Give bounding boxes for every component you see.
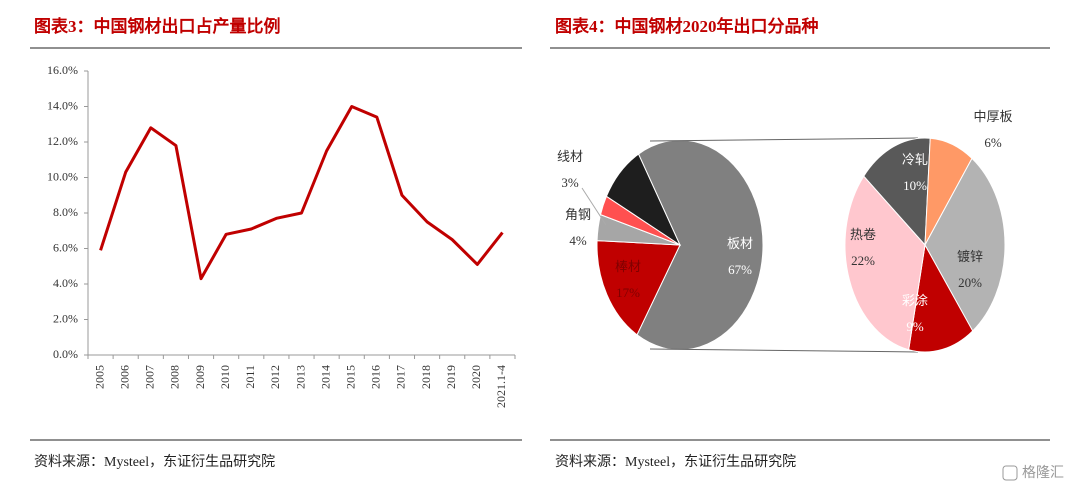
- slice-label: 热卷: [850, 227, 876, 242]
- source: 资料来源：Mysteel，东证衍生品研究院: [34, 454, 275, 470]
- slice-label: 角钢: [565, 207, 591, 222]
- watermark: 格隆汇: [1022, 465, 1064, 481]
- x-tick-label: 2007: [143, 365, 157, 389]
- y-tick-label: 2.0%: [53, 311, 78, 325]
- leader: [581, 187, 607, 226]
- y-tick-label: 8.0%: [53, 205, 78, 219]
- x-tick-label: 2006: [117, 365, 131, 389]
- slice-label: 冷轧: [902, 152, 928, 167]
- x-tick-label: 2017: [394, 365, 408, 389]
- pie-slice: [908, 243, 974, 353]
- x-tick-label: 2014: [318, 365, 332, 389]
- x-tick-label: 2016: [369, 365, 383, 389]
- slice-label: 镀锌: [957, 249, 983, 264]
- x-tick-label: 2013: [293, 365, 307, 389]
- y-tick-label: 12.0%: [47, 134, 78, 148]
- pie-slice: [596, 240, 681, 336]
- connector: [649, 348, 919, 353]
- slice-label: 板材: [727, 236, 753, 251]
- y-tick-label: 14.0%: [47, 98, 78, 112]
- x-tick-label: 2018: [419, 365, 433, 389]
- pie-slice: [924, 157, 1006, 332]
- pie-slice: [605, 153, 682, 247]
- slice-value: 22%: [851, 253, 875, 268]
- slice-value: 4%: [569, 233, 587, 248]
- pie-slice: [863, 137, 931, 247]
- slice-label: 线材: [557, 149, 583, 164]
- x-tick-label: 2020: [469, 365, 483, 389]
- x-tick-label: 2015: [343, 365, 357, 389]
- y-tick-label: 4.0%: [53, 276, 78, 290]
- slice-value: 67%: [728, 262, 752, 277]
- y-tick-label: 16.0%: [47, 63, 78, 77]
- y-tick-label: 6.0%: [53, 240, 78, 254]
- chart-title: 图表4：中国钢材2020年出口分品种: [555, 16, 819, 36]
- x-tick-label: 2019: [444, 365, 458, 389]
- slice-value: 20%: [958, 275, 982, 290]
- x-tick-label: 2011: [243, 365, 257, 389]
- slice-value: 10%: [903, 178, 927, 193]
- slice-value: 9%: [906, 319, 924, 334]
- y-tick-label: 10.0%: [47, 169, 78, 183]
- x-tick-label: 2012: [268, 365, 282, 389]
- x-tick-label: 2008: [168, 365, 182, 389]
- watermark-logo: [1002, 465, 1018, 481]
- slice-label: 中厚板: [973, 109, 1012, 124]
- source: 资料来源：Mysteel，东证衍生品研究院: [555, 454, 796, 470]
- slice-value: 17%: [616, 285, 640, 300]
- x-tick-label: 2010: [218, 365, 232, 389]
- chart-title: 图表3：中国钢材出口占产量比例: [34, 16, 281, 36]
- slice-label: 彩涂: [902, 293, 928, 308]
- pie-slice: [844, 175, 926, 351]
- connector: [649, 137, 919, 142]
- y-tick-label: 0.0%: [53, 347, 78, 361]
- data-line: [99, 105, 504, 281]
- slice-label: 棒材: [615, 259, 641, 274]
- x-tick-label: 2009: [193, 365, 207, 389]
- slice-value: 3%: [561, 175, 579, 190]
- slice-value: 6%: [984, 135, 1002, 150]
- x-tick-label: 2021.1-4: [494, 365, 508, 408]
- x-tick-label: 2005: [92, 365, 106, 389]
